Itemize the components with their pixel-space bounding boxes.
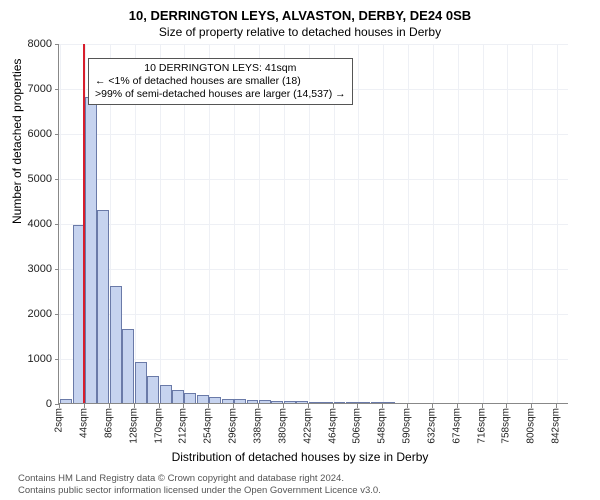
xtick-label: 86sqm xyxy=(103,408,114,438)
xtick-label: 590sqm xyxy=(402,408,413,444)
footer-line1: Contains HM Land Registry data © Crown c… xyxy=(18,473,381,484)
annotation-box: 10 DERRINGTON LEYS: 41sqm ← <1% of detac… xyxy=(88,58,353,105)
histogram-bar xyxy=(296,401,308,403)
ytick-label: 1000 xyxy=(12,353,52,365)
annotation-line2: ← <1% of detached houses are smaller (18… xyxy=(95,75,346,88)
histogram-bar xyxy=(234,399,246,403)
xtick-label: 758sqm xyxy=(501,408,512,444)
xtick-label: 170sqm xyxy=(153,408,164,444)
ytick-label: 6000 xyxy=(12,128,52,140)
xtick-label: 2sqm xyxy=(54,408,65,432)
ytick-label: 0 xyxy=(12,398,52,410)
xtick-label: 842sqm xyxy=(551,408,562,444)
histogram-bar xyxy=(309,402,321,403)
x-axis-label: Distribution of detached houses by size … xyxy=(0,450,600,464)
xtick-label: 128sqm xyxy=(128,408,139,444)
grid-line-v xyxy=(433,44,434,403)
histogram-bar xyxy=(122,329,134,403)
histogram-bar xyxy=(60,399,72,403)
ytick-label: 5000 xyxy=(12,173,52,185)
xtick-label: 506sqm xyxy=(352,408,363,444)
histogram-bar xyxy=(346,402,358,403)
chart-area: 10 DERRINGTON LEYS: 41sqm ← <1% of detac… xyxy=(58,44,568,404)
ytick-mark xyxy=(55,179,59,180)
histogram-bar xyxy=(247,400,259,403)
grid-line-v xyxy=(408,44,409,403)
histogram-bar xyxy=(172,390,184,404)
histogram-bar xyxy=(222,399,234,404)
grid-line-v xyxy=(358,44,359,403)
xtick-label: 800sqm xyxy=(526,408,537,444)
grid-line-v xyxy=(60,44,61,403)
ytick-label: 8000 xyxy=(12,38,52,50)
histogram-bar xyxy=(321,402,333,403)
histogram-bar xyxy=(209,397,221,403)
histogram-bar xyxy=(383,402,395,403)
xtick-label: 464sqm xyxy=(327,408,338,444)
xtick-label: 716sqm xyxy=(476,408,487,444)
footer-attribution: Contains HM Land Registry data © Crown c… xyxy=(18,473,381,496)
grid-line-v xyxy=(507,44,508,403)
footer-line2: Contains public sector information licen… xyxy=(18,485,381,496)
ytick-mark xyxy=(55,134,59,135)
grid-line-v xyxy=(557,44,558,403)
xtick-label: 548sqm xyxy=(377,408,388,444)
ytick-label: 7000 xyxy=(12,83,52,95)
ytick-label: 3000 xyxy=(12,263,52,275)
xtick-label: 422sqm xyxy=(302,408,313,444)
ytick-mark xyxy=(55,89,59,90)
xtick-label: 44sqm xyxy=(79,408,90,438)
page-title: 10, DERRINGTON LEYS, ALVASTON, DERBY, DE… xyxy=(0,0,600,23)
histogram-bar xyxy=(284,401,296,403)
ytick-mark xyxy=(55,359,59,360)
ytick-label: 2000 xyxy=(12,308,52,320)
histogram-bar xyxy=(147,376,159,403)
property-marker-line xyxy=(83,44,85,403)
ytick-label: 4000 xyxy=(12,218,52,230)
histogram-bar xyxy=(85,97,97,403)
annotation-line3: >99% of semi-detached houses are larger … xyxy=(95,88,346,101)
histogram-bar xyxy=(110,286,122,403)
histogram-bar xyxy=(371,402,383,403)
histogram-bar xyxy=(334,402,346,403)
xtick-label: 380sqm xyxy=(277,408,288,444)
grid-line-v xyxy=(483,44,484,403)
ytick-mark xyxy=(55,269,59,270)
xtick-label: 674sqm xyxy=(451,408,462,444)
histogram-bar xyxy=(160,385,172,403)
grid-line-v xyxy=(458,44,459,403)
grid-line-v xyxy=(532,44,533,403)
histogram-bar xyxy=(358,402,370,403)
ytick-mark xyxy=(55,314,59,315)
histogram-bar xyxy=(135,362,147,403)
ytick-mark xyxy=(55,44,59,45)
xtick-label: 212sqm xyxy=(178,408,189,444)
histogram-bar xyxy=(184,393,196,403)
histogram-bar xyxy=(97,210,109,404)
annotation-line1: 10 DERRINGTON LEYS: 41sqm xyxy=(95,62,346,75)
grid-line-v xyxy=(383,44,384,403)
xtick-label: 632sqm xyxy=(426,408,437,444)
histogram-bar xyxy=(259,400,271,403)
ytick-mark xyxy=(55,224,59,225)
xtick-label: 296sqm xyxy=(228,408,239,444)
xtick-label: 254sqm xyxy=(203,408,214,444)
page-subtitle: Size of property relative to detached ho… xyxy=(0,23,600,39)
histogram-bar xyxy=(197,395,209,403)
xtick-label: 338sqm xyxy=(252,408,263,444)
histogram-bar xyxy=(271,401,283,403)
